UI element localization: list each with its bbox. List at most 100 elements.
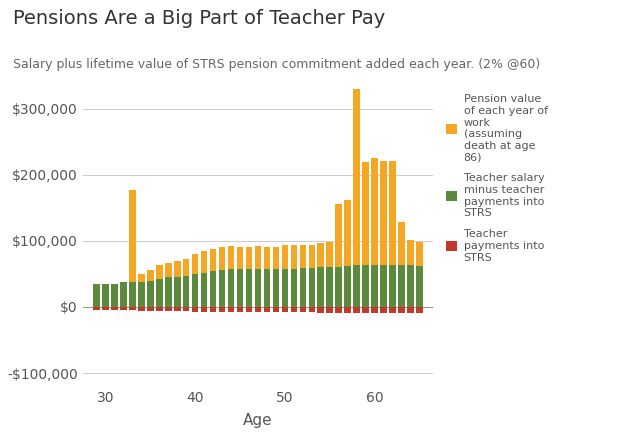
- Bar: [227, 307, 234, 312]
- Bar: [246, 247, 252, 269]
- Bar: [201, 307, 208, 312]
- Bar: [282, 246, 289, 269]
- Bar: [354, 266, 360, 307]
- Bar: [282, 269, 289, 307]
- Bar: [237, 307, 243, 312]
- Bar: [354, 80, 360, 266]
- Bar: [192, 307, 199, 312]
- Bar: [192, 254, 199, 274]
- Bar: [201, 273, 208, 307]
- Bar: [210, 249, 217, 271]
- Bar: [255, 246, 261, 269]
- Bar: [138, 282, 145, 307]
- Bar: [273, 247, 279, 269]
- Bar: [308, 307, 315, 313]
- Bar: [308, 245, 315, 268]
- Bar: [417, 266, 423, 307]
- Bar: [389, 307, 396, 313]
- Bar: [156, 266, 162, 278]
- Bar: [290, 246, 297, 269]
- Bar: [317, 243, 324, 267]
- Bar: [407, 240, 414, 266]
- Bar: [362, 162, 369, 266]
- Bar: [246, 307, 252, 312]
- Bar: [165, 263, 171, 277]
- Bar: [138, 274, 145, 282]
- Bar: [264, 247, 270, 269]
- Bar: [183, 307, 189, 311]
- Bar: [317, 307, 324, 313]
- Bar: [147, 270, 154, 281]
- Bar: [218, 247, 225, 270]
- Bar: [210, 307, 217, 312]
- Bar: [218, 307, 225, 312]
- Bar: [336, 267, 342, 307]
- Bar: [290, 269, 297, 307]
- Bar: [398, 266, 405, 307]
- Bar: [201, 251, 208, 273]
- Bar: [380, 161, 387, 266]
- Bar: [264, 269, 270, 307]
- Bar: [417, 242, 423, 266]
- Bar: [407, 307, 414, 313]
- Bar: [183, 276, 189, 307]
- Bar: [389, 266, 396, 307]
- Bar: [227, 246, 234, 269]
- Bar: [120, 307, 127, 310]
- Bar: [138, 307, 145, 311]
- Bar: [183, 259, 189, 276]
- Bar: [345, 200, 351, 266]
- Bar: [371, 158, 378, 266]
- Bar: [407, 266, 414, 307]
- X-axis label: Age: Age: [243, 413, 273, 428]
- Bar: [156, 278, 162, 307]
- Bar: [111, 284, 118, 307]
- Bar: [327, 242, 333, 267]
- Bar: [273, 307, 279, 312]
- Bar: [246, 269, 252, 307]
- Bar: [398, 307, 405, 313]
- Bar: [362, 266, 369, 307]
- Bar: [380, 307, 387, 313]
- Bar: [255, 269, 261, 307]
- Bar: [174, 261, 180, 277]
- Bar: [389, 161, 396, 266]
- Bar: [174, 277, 180, 307]
- Bar: [210, 271, 217, 307]
- Bar: [237, 269, 243, 307]
- Bar: [299, 307, 306, 313]
- Legend: Pension value
of each year of
work
(assuming
death at age
86), Teacher salary
mi: Pension value of each year of work (assu…: [446, 95, 547, 262]
- Bar: [282, 307, 289, 313]
- Bar: [417, 307, 423, 313]
- Bar: [398, 222, 405, 266]
- Bar: [218, 270, 225, 307]
- Bar: [93, 284, 99, 307]
- Bar: [147, 307, 154, 311]
- Bar: [129, 282, 136, 307]
- Bar: [371, 266, 378, 307]
- Text: Salary plus lifetime value of STRS pension commitment added each year. (2% @60): Salary plus lifetime value of STRS pensi…: [13, 58, 540, 71]
- Bar: [336, 307, 342, 313]
- Bar: [129, 190, 136, 282]
- Bar: [174, 307, 180, 311]
- Bar: [147, 281, 154, 307]
- Bar: [165, 307, 171, 311]
- Bar: [354, 307, 360, 313]
- Bar: [93, 307, 99, 310]
- Bar: [165, 277, 171, 307]
- Bar: [336, 204, 342, 267]
- Bar: [362, 307, 369, 313]
- Bar: [327, 307, 333, 313]
- Bar: [111, 307, 118, 310]
- Bar: [299, 268, 306, 307]
- Bar: [345, 307, 351, 313]
- Bar: [327, 267, 333, 307]
- Bar: [156, 307, 162, 311]
- Bar: [273, 269, 279, 307]
- Bar: [237, 247, 243, 269]
- Bar: [380, 266, 387, 307]
- Bar: [192, 274, 199, 307]
- Bar: [129, 307, 136, 310]
- Bar: [317, 267, 324, 307]
- Text: Pensions Are a Big Part of Teacher Pay: Pensions Are a Big Part of Teacher Pay: [13, 9, 385, 28]
